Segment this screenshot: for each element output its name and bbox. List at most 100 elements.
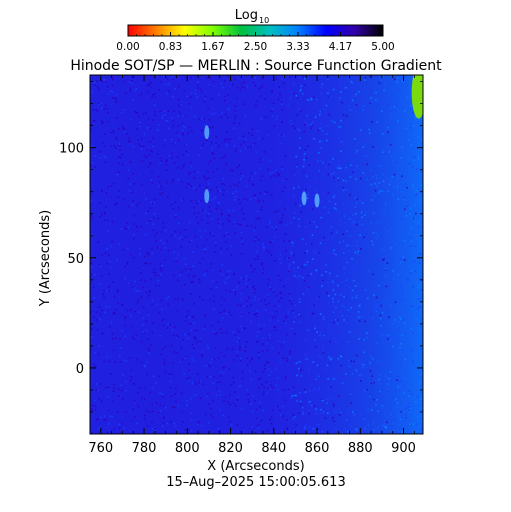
speckle — [369, 99, 371, 102]
speckle — [332, 297, 334, 300]
speckle — [167, 249, 170, 252]
speckle — [392, 159, 394, 161]
speckle — [401, 334, 404, 337]
speckle — [134, 400, 136, 403]
speckle — [216, 168, 219, 170]
x-tick-label: 820 — [218, 441, 243, 456]
speckle — [126, 261, 129, 263]
speckle — [275, 228, 278, 231]
speckle — [361, 223, 364, 226]
speckle — [285, 315, 288, 318]
speckle — [172, 274, 175, 276]
speckle — [129, 283, 131, 285]
speckle — [313, 221, 316, 223]
speckle — [294, 333, 296, 335]
speckle — [292, 312, 295, 314]
speckle — [403, 197, 405, 199]
speckle — [271, 226, 273, 228]
speckle — [321, 82, 324, 85]
speckle — [295, 423, 298, 426]
speckle — [362, 109, 364, 111]
speckle — [375, 91, 377, 94]
speckle — [125, 359, 127, 361]
speckle — [240, 277, 242, 279]
speckle — [115, 101, 118, 103]
speckle — [203, 250, 206, 253]
speckle — [292, 83, 295, 86]
speckle — [373, 195, 376, 197]
speckle — [92, 404, 94, 406]
speckle — [412, 217, 414, 220]
speckle — [196, 245, 199, 248]
speckle — [282, 135, 285, 137]
speckle — [416, 250, 418, 252]
speckle — [319, 160, 322, 162]
speckle — [96, 383, 98, 385]
speckle — [383, 426, 386, 428]
speckle — [174, 201, 177, 203]
speckle — [162, 425, 164, 428]
speckle — [187, 132, 189, 134]
speckle — [203, 100, 205, 103]
speckle — [288, 353, 291, 355]
speckle — [178, 85, 180, 88]
speckle — [222, 223, 225, 225]
speckle — [99, 318, 101, 320]
speckle — [180, 246, 183, 248]
plot-frame — [89, 74, 424, 435]
speckle — [299, 400, 302, 403]
speckle — [124, 324, 126, 327]
speckle — [265, 249, 268, 252]
speckle — [292, 418, 294, 420]
speckle — [149, 411, 151, 413]
speckle — [131, 191, 134, 194]
speckle — [315, 408, 317, 410]
speckle — [269, 388, 271, 390]
speckle — [234, 334, 237, 336]
speckle — [261, 175, 263, 178]
speckle — [358, 320, 361, 322]
speckle — [414, 215, 417, 217]
speckle — [258, 217, 261, 220]
speckle — [372, 398, 375, 401]
speckle — [326, 292, 328, 294]
speckle — [192, 381, 195, 383]
speckle — [239, 150, 242, 152]
speckle — [208, 365, 211, 368]
speckle — [336, 322, 339, 325]
speckle — [212, 269, 215, 271]
speckle — [322, 411, 325, 413]
speckle — [112, 338, 114, 340]
speckle — [111, 220, 114, 223]
speckle — [232, 222, 234, 225]
speckle — [133, 182, 135, 185]
speckle — [94, 409, 97, 411]
speckle — [198, 381, 200, 384]
speckle — [212, 330, 215, 333]
speckle — [122, 304, 124, 306]
speckle — [381, 151, 383, 153]
speckle — [111, 416, 114, 418]
speckle — [133, 383, 135, 385]
speckle — [320, 147, 323, 149]
speckle — [236, 351, 238, 353]
speckle — [135, 225, 138, 227]
speckle — [235, 190, 237, 193]
speckle — [236, 166, 239, 169]
speckle — [90, 335, 93, 338]
speckle — [355, 212, 357, 215]
speckle — [306, 329, 309, 331]
speckle — [343, 295, 345, 298]
speckle — [140, 148, 143, 150]
speckle — [253, 299, 256, 301]
speckle — [280, 344, 283, 347]
speckle — [201, 117, 204, 120]
speckle — [335, 231, 338, 233]
speckle — [293, 174, 296, 177]
speckle — [183, 163, 185, 166]
speckle — [258, 201, 260, 203]
speckle — [151, 386, 154, 389]
speckle — [243, 198, 246, 200]
speckle — [123, 131, 126, 133]
speckle — [339, 355, 342, 358]
